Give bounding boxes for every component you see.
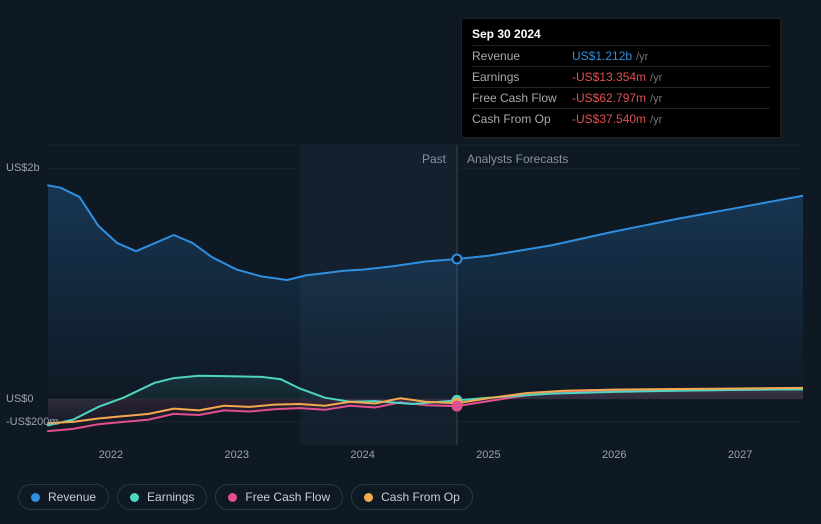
tooltip-row: Earnings-US$13.354m/yr xyxy=(472,66,770,87)
tooltip-row-value: -US$62.797m xyxy=(572,91,646,105)
tooltip-row-value: -US$37.540m xyxy=(572,112,646,126)
tooltip-row-value: US$1.212b xyxy=(572,49,632,63)
chart-tooltip: Sep 30 2024 RevenueUS$1.212b/yrEarnings-… xyxy=(461,18,781,138)
y-tick-label: US$2b xyxy=(6,162,40,174)
revenue-cursor-marker xyxy=(452,255,461,264)
x-tick-label: 2023 xyxy=(225,449,249,461)
tooltip-row: Free Cash Flow-US$62.797m/yr xyxy=(472,87,770,108)
tooltip-row: Cash From Op-US$37.540m/yr xyxy=(472,108,770,129)
tooltip-row-unit: /yr xyxy=(650,114,662,126)
legend-dot-icon xyxy=(228,493,237,502)
x-tick-label: 2026 xyxy=(602,449,626,461)
legend-item-earnings[interactable]: Earnings xyxy=(117,484,207,510)
tooltip-row-unit: /yr xyxy=(650,72,662,84)
legend-item-cfo[interactable]: Cash From Op xyxy=(351,484,473,510)
tooltip-row-unit: /yr xyxy=(650,93,662,105)
tooltip-row-unit: /yr xyxy=(636,51,648,63)
y-tick-label: -US$200m xyxy=(6,416,59,428)
x-tick-label: 2022 xyxy=(99,449,123,461)
legend-dot-icon xyxy=(31,493,40,502)
legend-label: Earnings xyxy=(147,490,194,504)
tooltip-row-value: -US$13.354m xyxy=(572,70,646,84)
legend-label: Free Cash Flow xyxy=(245,490,330,504)
legend-item-fcf[interactable]: Free Cash Flow xyxy=(215,484,343,510)
tooltip-row-label: Revenue xyxy=(472,49,572,63)
tooltip-date: Sep 30 2024 xyxy=(472,27,770,41)
legend-item-revenue[interactable]: Revenue xyxy=(18,484,109,510)
legend-dot-icon xyxy=(364,493,373,502)
legend-label: Cash From Op xyxy=(381,490,460,504)
x-tick-label: 2024 xyxy=(350,449,374,461)
past-section-label: Past xyxy=(422,152,446,166)
chart-legend: Revenue Earnings Free Cash Flow Cash From O… xyxy=(18,484,473,510)
forecast-section-label: Analysts Forecasts xyxy=(467,152,568,166)
y-tick-label: US$0 xyxy=(6,393,34,405)
tooltip-row: RevenueUS$1.212b/yr xyxy=(472,45,770,66)
tooltip-row-label: Free Cash Flow xyxy=(472,91,572,105)
x-tick-label: 2027 xyxy=(728,449,752,461)
tooltip-row-label: Earnings xyxy=(472,70,572,84)
tooltip-row-label: Cash From Op xyxy=(472,112,572,126)
x-tick-label: 2025 xyxy=(476,449,500,461)
fcf-cursor-marker xyxy=(452,402,461,411)
legend-dot-icon xyxy=(130,493,139,502)
legend-label: Revenue xyxy=(48,490,96,504)
